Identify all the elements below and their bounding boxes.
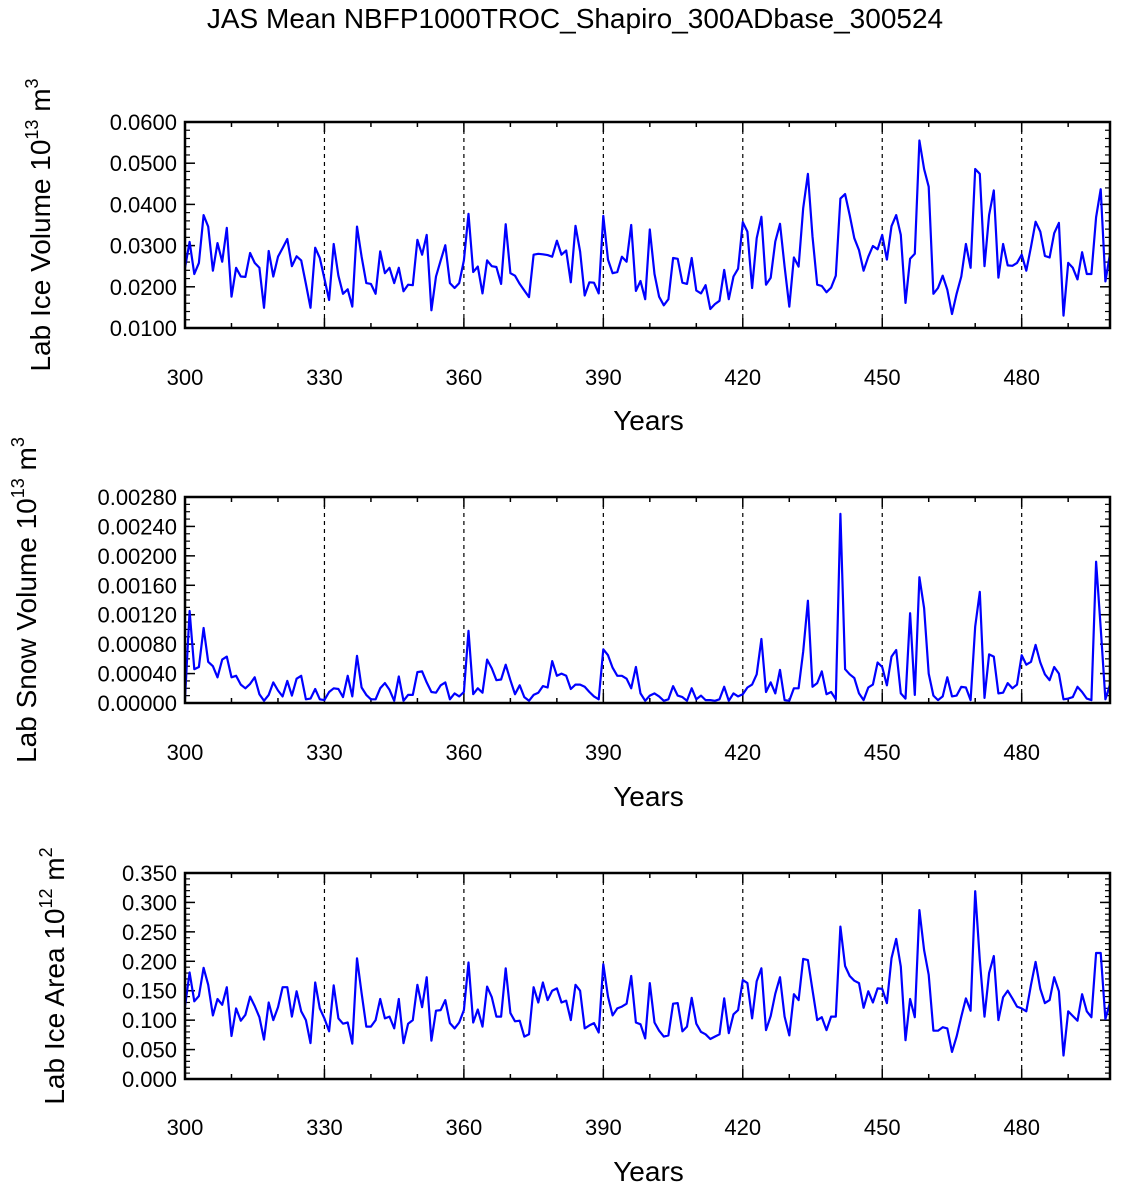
y-axis-title-exp2: 2 <box>36 847 56 857</box>
y-axis-title-unit: m <box>39 857 70 888</box>
x-tick-label: 300 <box>167 740 204 765</box>
y-axis-title-text: Lab Ice Volume 10 <box>25 140 56 372</box>
x-axis-title: Years <box>613 1156 684 1187</box>
y-tick-label: 0.350 <box>122 861 177 886</box>
y-tick-label: 0.00240 <box>97 514 177 539</box>
y-axis-title-exp2: 3 <box>22 78 42 88</box>
snow-volume-panel: 0.00000 0.00040 0.00080 0.00120 0.00160 0.002… <box>8 437 1110 812</box>
x-axis-title: Years <box>613 781 684 812</box>
y-tick-label: 0.200 <box>122 949 177 974</box>
x-tick-label: 480 <box>1003 1115 1040 1140</box>
x-tick-label: 420 <box>724 1115 761 1140</box>
x-tick-label: 390 <box>585 740 622 765</box>
x-tick-label: 420 <box>724 740 761 765</box>
x-tick-label: 420 <box>724 365 761 390</box>
x-tick-label: 360 <box>446 365 483 390</box>
x-axis-title: Years <box>613 405 684 436</box>
y-tick-label: 0.00160 <box>97 573 177 598</box>
x-tick-label: 330 <box>306 740 343 765</box>
x-tick-label: 360 <box>446 740 483 765</box>
plot-frame <box>185 122 1110 328</box>
y-axis-title-text: Lab Ice Area 10 <box>39 909 70 1105</box>
y-axis-title-exp1: 13 <box>22 120 42 140</box>
y-tick-label: 0.00200 <box>97 544 177 569</box>
y-axis-title: Lab Ice Volume 1013 m3 <box>22 78 56 371</box>
y-tick-label: 0.00120 <box>97 603 177 628</box>
y-axis-title: Lab Snow Volume 1013 m3 <box>8 437 42 763</box>
y-tick-label: 0.0400 <box>110 192 177 217</box>
y-tick-label: 0.0200 <box>110 275 177 300</box>
ice-area-series-line <box>185 891 1110 1055</box>
x-tick-label: 330 <box>306 1115 343 1140</box>
chart-title: JAS Mean NBFP1000TROC_Shapiro_300ADbase_… <box>207 3 943 34</box>
y-tick-label: 0.150 <box>122 979 177 1004</box>
y-tick-label: 0.000 <box>122 1067 177 1092</box>
x-tick-label: 480 <box>1003 740 1040 765</box>
x-tick-label: 390 <box>585 365 622 390</box>
y-tick-label: 0.0300 <box>110 234 177 259</box>
y-tick-label: 0.00280 <box>97 485 177 510</box>
y-tick-label: 0.00000 <box>97 691 177 716</box>
y-tick-label: 0.050 <box>122 1038 177 1063</box>
ice-volume-series-line <box>185 141 1110 316</box>
x-tick-label: 300 <box>167 365 204 390</box>
y-axis-title-exp1: 13 <box>8 478 28 498</box>
y-axis-title: Lab Ice Area 1012 m2 <box>36 847 70 1104</box>
y-tick-label: 0.0600 <box>110 110 177 135</box>
y-axis-title-exp2: 3 <box>8 437 28 447</box>
snow-volume-series-line <box>185 514 1110 701</box>
y-tick-label: 0.00040 <box>97 662 177 687</box>
y-axis-title-unit: m <box>11 447 42 478</box>
y-tick-label: 0.100 <box>122 1008 177 1033</box>
ice-area-panel: 0.000 0.050 0.100 0.150 0.200 0.250 0.300 0.350… <box>36 847 1110 1187</box>
x-tick-label: 300 <box>167 1115 204 1140</box>
y-tick-label: 0.250 <box>122 920 177 945</box>
y-axis-title-unit: m <box>25 88 56 119</box>
y-tick-label: 0.00080 <box>97 632 177 657</box>
x-tick-label: 450 <box>864 365 901 390</box>
ice-volume-panel: 0.0100 0.0200 0.0300 0.0400 0.0500 0.0600 300 3… <box>22 78 1110 436</box>
y-axis-title-text: Lab Snow Volume 10 <box>11 498 42 763</box>
x-tick-label: 330 <box>306 365 343 390</box>
y-tick-label: 0.300 <box>122 890 177 915</box>
x-tick-label: 450 <box>864 1115 901 1140</box>
x-tick-label: 360 <box>446 1115 483 1140</box>
y-axis-title-exp1: 12 <box>36 888 56 908</box>
x-tick-label: 480 <box>1003 365 1040 390</box>
x-tick-label: 450 <box>864 740 901 765</box>
y-tick-label: 0.0500 <box>110 151 177 176</box>
y-tick-label: 0.0100 <box>110 316 177 341</box>
x-tick-label: 390 <box>585 1115 622 1140</box>
